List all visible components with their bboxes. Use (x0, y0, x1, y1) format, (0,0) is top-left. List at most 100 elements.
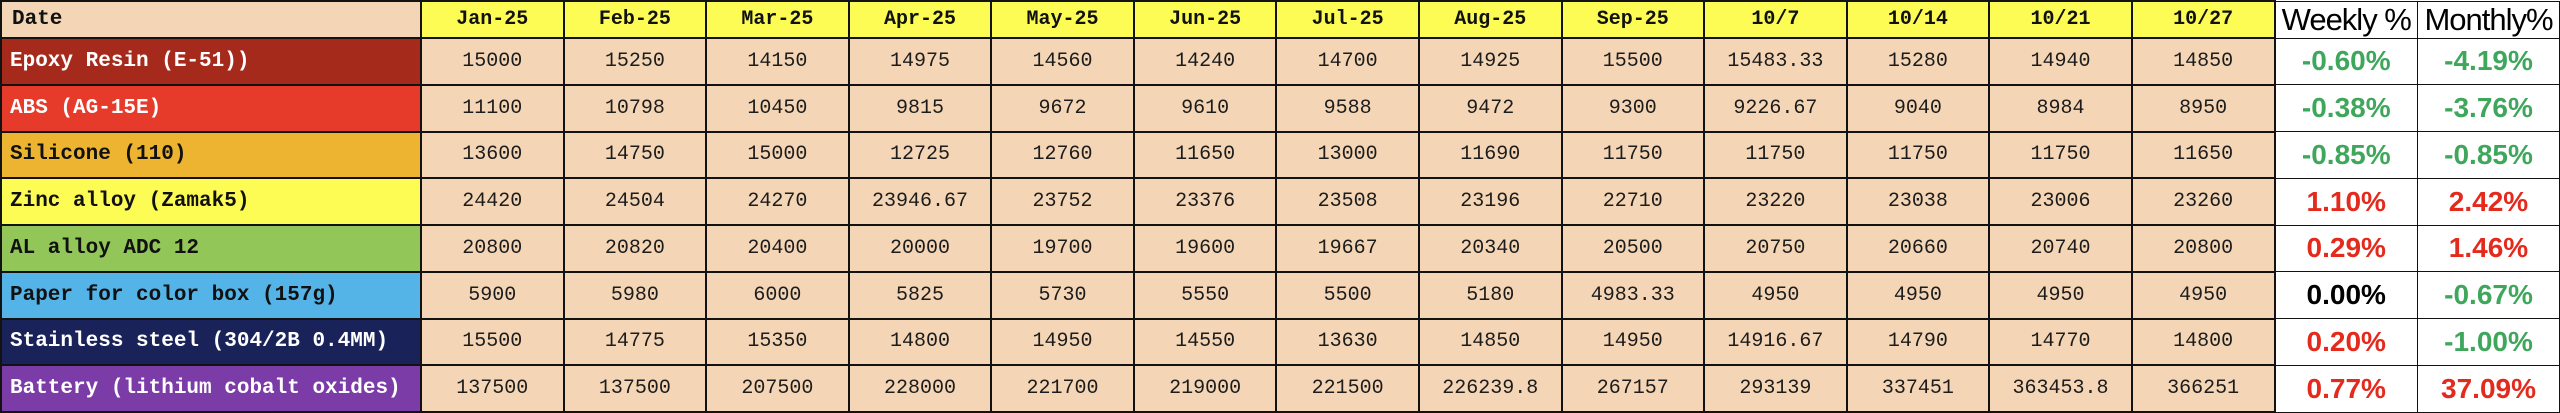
row-label: Battery (lithium cobalt oxides) (0, 364, 422, 413)
price-cell: 5825 (847, 270, 993, 320)
price-cell: 14800 (847, 317, 993, 367)
month-header-3: Apr-25 (847, 0, 993, 39)
price-cell: 5180 (1417, 270, 1563, 320)
price-cell: 24270 (705, 177, 850, 226)
price-cell: 11650 (1132, 130, 1278, 180)
price-cell: 5730 (990, 270, 1135, 320)
price-cell: 20740 (1988, 224, 2133, 273)
price-cell: 11750 (1560, 130, 1706, 180)
price-cell: 14750 (562, 130, 708, 180)
price-cell: 14950 (990, 317, 1135, 367)
price-cell: 4950 (2130, 270, 2276, 320)
price-cell: 15250 (562, 37, 708, 86)
weekly-change-cell: 0.20% (2274, 318, 2418, 366)
price-cell: 9815 (847, 83, 993, 133)
date-header: Date (0, 0, 422, 39)
row-label: Paper for color box (157g) (0, 270, 422, 320)
price-cell: 9588 (1275, 83, 1420, 133)
price-cell: 9300 (1560, 83, 1706, 133)
price-cell: 9226.67 (1703, 83, 1848, 133)
price-cell: 24504 (562, 177, 708, 226)
row-label: Stainless steel (304/2B 0.4MM) (0, 317, 422, 367)
price-cell: 228000 (847, 364, 993, 413)
price-cell: 226239.8 (1417, 364, 1563, 413)
price-cell: 23196 (1417, 177, 1563, 226)
price-cell: 14916.67 (1703, 317, 1848, 367)
price-cell: 12725 (847, 130, 993, 180)
price-cell: 11100 (420, 83, 565, 133)
table-row: ABS (AG-15E) 11100 10798 10450 9815 9672 9610 9… (0, 83, 2560, 133)
price-cell: 207500 (705, 364, 850, 413)
price-cell: 15350 (705, 317, 850, 367)
price-cell: 5550 (1132, 270, 1278, 320)
price-cell: 20800 (2130, 224, 2276, 273)
weekly-change-cell: 0.29% (2274, 224, 2418, 273)
weekly-change-cell: 0.77% (2274, 364, 2418, 413)
price-cell: 14770 (1988, 317, 2133, 367)
price-cell: 5980 (562, 270, 708, 320)
monthly-change-cell: -0.85% (2417, 131, 2560, 179)
price-cell: 13000 (1275, 130, 1420, 180)
row-label: Zinc alloy (Zamak5) (0, 177, 422, 226)
price-cell: 14950 (1560, 317, 1706, 367)
price-cell: 14240 (1132, 37, 1278, 86)
price-cell: 12760 (990, 130, 1135, 180)
table-row: Silicone (110) 13600 14750 15000 12725 12760 1… (0, 130, 2560, 180)
price-cell: 366251 (2130, 364, 2276, 413)
price-cell: 20800 (420, 224, 565, 273)
price-cell: 8984 (1988, 83, 2133, 133)
price-cell: 23220 (1703, 177, 1848, 226)
price-cell: 363453.8 (1988, 364, 2133, 413)
price-cell: 23946.67 (847, 177, 993, 226)
monthly-change-cell: -3.76% (2417, 84, 2560, 132)
month-header-8: Sep-25 (1560, 0, 1706, 39)
price-cell: 11750 (1845, 130, 1991, 180)
row-label: ABS (AG-15E) (0, 83, 422, 133)
monthly-change-cell: -4.19% (2417, 37, 2560, 86)
monthly-change-cell: 1.46% (2417, 224, 2560, 273)
price-cell: 11690 (1417, 130, 1563, 180)
price-cell: 11650 (2130, 130, 2276, 180)
price-cell: 5500 (1275, 270, 1420, 320)
price-cell: 23038 (1845, 177, 1991, 226)
price-cell: 14940 (1988, 37, 2133, 86)
price-cell: 14790 (1845, 317, 1991, 367)
price-cell: 5900 (420, 270, 565, 320)
price-cell: 14800 (2130, 317, 2276, 367)
price-cell: 11750 (1703, 130, 1848, 180)
price-cell: 4950 (1845, 270, 1991, 320)
price-cell: 219000 (1132, 364, 1278, 413)
month-header-6: Jul-25 (1275, 0, 1420, 39)
weekly-change-cell: 0.00% (2274, 271, 2418, 319)
monthly-change-cell: -1.00% (2417, 318, 2560, 366)
table-row: Epoxy Resin (E-51)) 15000 15250 14150 14975 1… (0, 37, 2560, 86)
month-header-1: Feb-25 (562, 0, 708, 39)
month-header-9: 10/7 (1703, 0, 1848, 39)
price-cell: 13630 (1275, 317, 1420, 367)
monthly-percent-header: Monthly% (2417, 0, 2560, 39)
price-cell: 4983.33 (1560, 270, 1706, 320)
price-cell: 9040 (1845, 83, 1991, 133)
row-label: Epoxy Resin (E-51)) (0, 37, 422, 86)
month-header-11: 10/21 (1988, 0, 2133, 39)
price-cell: 14925 (1417, 37, 1563, 86)
price-cell: 221500 (1275, 364, 1420, 413)
weekly-change-cell: 1.10% (2274, 177, 2418, 226)
price-cell: 221700 (990, 364, 1135, 413)
price-cell: 10798 (562, 83, 708, 133)
row-label: AL alloy ADC 12 (0, 224, 422, 273)
month-header-0: Jan-25 (420, 0, 565, 39)
price-cell: 19667 (1275, 224, 1420, 273)
price-cell: 15000 (705, 130, 850, 180)
price-cell: 14850 (2130, 37, 2276, 86)
price-cell: 20000 (847, 224, 993, 273)
monthly-change-cell: -0.67% (2417, 271, 2560, 319)
table-row: Paper for color box (157g) 5900 5980 6000 58… (0, 270, 2560, 320)
table-row: AL alloy ADC 12 20800 20820 20400 20000 19700… (0, 224, 2560, 273)
table-body: Epoxy Resin (E-51)) 15000 15250 14150 14975 1… (0, 37, 2560, 413)
price-cell: 20660 (1845, 224, 1991, 273)
price-cell: 20820 (562, 224, 708, 273)
price-cell: 9472 (1417, 83, 1563, 133)
weekly-change-cell: -0.38% (2274, 84, 2418, 132)
